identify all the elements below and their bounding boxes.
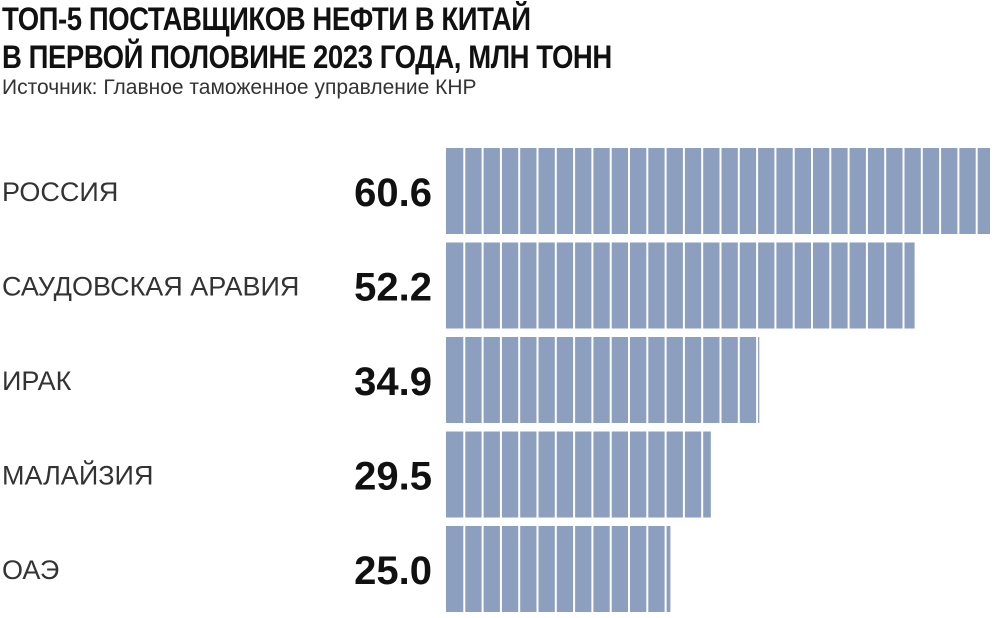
bar-row: САУДОВСКАЯ АРАВИЯ 52.2 <box>2 242 915 329</box>
bar <box>446 148 990 234</box>
category-label: ИРАК <box>2 366 72 396</box>
bar-segment-dividers <box>463 431 704 518</box>
bar <box>446 526 671 612</box>
chart-title: ТОП-5 ПОСТАВЩИКОВ НЕФТИ В КИТАЙ В ПЕРВОЙ… <box>2 0 612 76</box>
bar <box>446 242 915 329</box>
bar-row: ИРАК 34.9 <box>2 337 760 423</box>
category-label: ОАЭ <box>2 555 59 585</box>
chart-source: Источник: Главное таможенное управление … <box>2 76 477 99</box>
category-label: САУДОВСКАЯ АРАВИЯ <box>2 272 299 302</box>
bar-segment-dividers <box>463 337 759 423</box>
chart-title-line-1: ТОП-5 ПОСТАВЩИКОВ НЕФТИ В КИТАЙ <box>2 1 531 37</box>
bar-segment-dividers <box>463 526 667 612</box>
bar-segment-dividers <box>463 148 978 234</box>
bar <box>446 337 760 423</box>
bar <box>446 431 711 518</box>
value-label: 34.9 <box>354 360 432 404</box>
value-label: 25.0 <box>354 549 432 593</box>
value-label: 60.6 <box>354 171 432 215</box>
value-label: 29.5 <box>354 455 432 499</box>
bar-segment-dividers <box>463 242 905 329</box>
category-label: МАЛАЙЗИЯ <box>2 460 153 491</box>
chart-title-line-2: В ПЕРВОЙ ПОЛОВИНЕ 2023 ГОДА, МЛН ТОНН <box>2 39 612 75</box>
bar-row: ОАЭ 25.0 <box>2 526 671 612</box>
category-label: РОССИЯ <box>2 177 118 207</box>
bar-row: РОССИЯ 60.6 <box>2 148 990 234</box>
bar-row: МАЛАЙЗИЯ 29.5 <box>2 431 711 518</box>
value-label: 52.2 <box>354 266 432 310</box>
